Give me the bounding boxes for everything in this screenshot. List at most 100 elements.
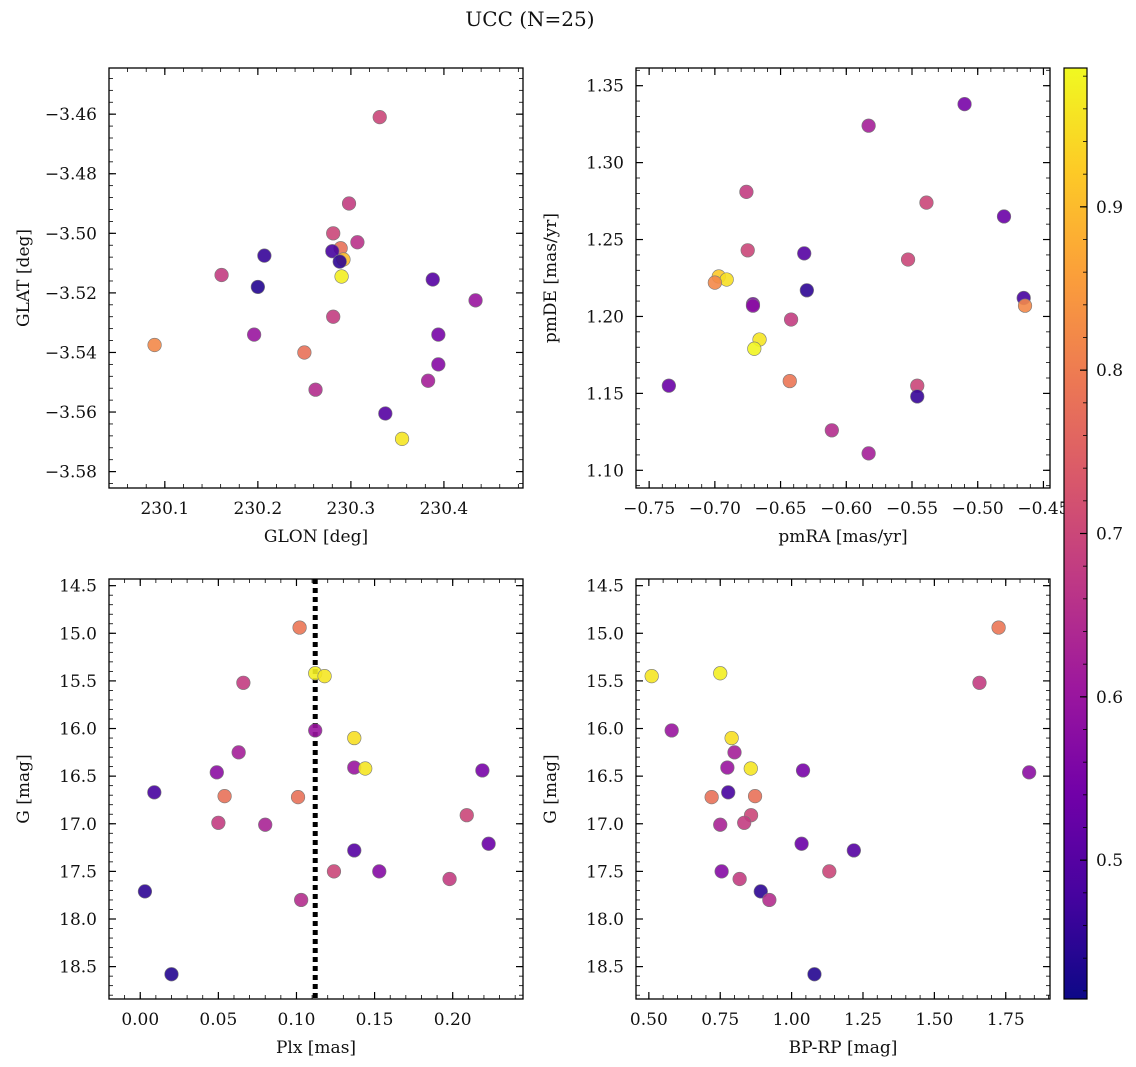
scatter-point <box>350 235 365 250</box>
scatter-point <box>1017 298 1033 313</box>
scatter-point <box>664 723 679 738</box>
scatter-point <box>442 871 457 887</box>
x-tick-label: 0.05 <box>199 1010 237 1030</box>
x-tick-label: −0.60 <box>820 499 872 519</box>
y-axis-label: GLAT [deg] <box>14 229 34 327</box>
scatter-point <box>740 243 755 258</box>
scatter-point <box>214 267 229 283</box>
y-tick-label: 1.15 <box>586 384 624 404</box>
scatter-point <box>341 196 357 211</box>
scatter-point <box>713 666 728 681</box>
scatter-panel-4: 0.50 0.75 1.00 1.25 1.50 1.75 14.5 15.0 15.5 16.0… <box>541 577 1051 1058</box>
x-tick-label: 0.00 <box>121 1010 159 1030</box>
scatter-point <box>231 745 246 760</box>
x-axis-label: Plx [mas] <box>276 1038 356 1058</box>
scatter-point <box>481 836 496 851</box>
x-tick-label: −0.65 <box>755 499 807 519</box>
scatter-point <box>824 423 839 438</box>
scatter-point <box>347 843 362 858</box>
x-tick-label: 230.4 <box>420 499 469 519</box>
x-axis-label: pmRA [mas/yr] <box>778 527 907 547</box>
scatter-point <box>137 884 153 899</box>
scatter-point <box>209 765 224 780</box>
x-axis-label: GLON [deg] <box>264 527 368 547</box>
scatter-point <box>297 345 312 360</box>
scatter-point <box>292 620 307 635</box>
scatter-point <box>795 763 811 778</box>
y-tick-label: 1.30 <box>586 154 624 174</box>
x-tick-label: 0.20 <box>434 1010 472 1030</box>
x-tick-label: 0.50 <box>630 1010 668 1030</box>
y-axis-label: G [mag] <box>14 754 34 823</box>
y-tick-label: 18.5 <box>59 958 97 978</box>
x-axis-label: BP-RP [mag] <box>789 1038 898 1058</box>
colorbar-tick-label: 0.7 <box>1096 525 1123 545</box>
y-tick-label: 1.20 <box>586 307 624 327</box>
scatter-point <box>475 763 490 778</box>
scatter-point <box>797 246 812 261</box>
scatter-point <box>743 761 758 776</box>
axes-frame <box>635 578 1051 1000</box>
scatter-point <box>236 675 251 690</box>
scatter-point <box>425 272 440 287</box>
x-tick-label: −0.45 <box>1017 499 1069 519</box>
y-tick-label: −3.58 <box>45 463 97 483</box>
y-tick-label: 1.10 <box>586 461 624 481</box>
y-tick-label: 18.0 <box>586 910 624 930</box>
y-tick-label: −3.56 <box>45 403 97 423</box>
x-tick-label: 230.3 <box>327 499 376 519</box>
scatter-point <box>661 378 676 393</box>
scatter-point <box>861 118 876 133</box>
scatter-point <box>468 293 483 308</box>
x-tick-label: 0.75 <box>701 1010 739 1030</box>
y-axis-label: G [mag] <box>541 754 561 823</box>
scatter-panel-1: 230.1 230.2 230.3 230.4 −3.58 −3.56 −3.54 −3.52… <box>14 67 524 547</box>
y-tick-label: 14.5 <box>59 577 97 597</box>
scatter-point <box>250 279 265 295</box>
scatter-point <box>972 675 987 690</box>
scatter-point <box>290 789 306 805</box>
scatter-point <box>459 808 474 823</box>
scatter-point <box>431 327 446 342</box>
scatter-panel-2: −0.75 −0.70 −0.65 −0.60 −0.55 −0.50 −0.45 1.10 1… <box>541 67 1069 547</box>
scatter-point <box>799 283 814 298</box>
scatter-point <box>861 446 876 461</box>
y-tick-label: 18.5 <box>586 958 624 978</box>
scatter-point <box>358 761 373 776</box>
y-tick-label: 15.0 <box>586 624 624 644</box>
scatter-point <box>326 309 341 324</box>
y-tick-label: 1.35 <box>586 77 624 97</box>
colorbar-tick-label: 0.6 <box>1096 688 1123 708</box>
y-tick-label: 16.0 <box>59 720 97 740</box>
colorbar-tick-label: 0.5 <box>1096 851 1123 871</box>
x-tick-label: −0.50 <box>952 499 1004 519</box>
scatter-point <box>782 373 797 389</box>
scatter-point <box>308 382 323 397</box>
y-tick-label: 1.25 <box>586 231 624 251</box>
scatter-point <box>753 884 768 899</box>
x-tick-label: 1.50 <box>915 1010 953 1030</box>
scatter-point <box>257 248 272 263</box>
scatter-point <box>719 272 734 287</box>
scatter-point <box>783 312 799 327</box>
scatter-point <box>372 864 387 879</box>
y-tick-label: 17.0 <box>586 815 624 835</box>
x-tick-label: 1.00 <box>773 1010 811 1030</box>
x-tick-label: −0.55 <box>886 499 938 519</box>
colorbar-tick-label: 0.9 <box>1096 198 1123 218</box>
axes-frame <box>635 67 1051 489</box>
y-tick-label: 15.5 <box>59 672 97 692</box>
y-tick-label: 16.5 <box>586 767 624 787</box>
y-tick-label: −3.48 <box>45 165 97 185</box>
scatter-point <box>807 967 822 982</box>
y-tick-label: 17.5 <box>586 862 624 882</box>
scatter-point <box>147 785 162 800</box>
scatter-point <box>707 275 722 290</box>
scatter-point <box>325 244 340 259</box>
y-tick-label: 16.0 <box>586 720 624 740</box>
scatter-point <box>294 892 309 908</box>
scatter-point <box>247 327 262 342</box>
y-tick-label: −3.52 <box>45 284 97 304</box>
x-tick-label: 1.75 <box>987 1010 1025 1030</box>
